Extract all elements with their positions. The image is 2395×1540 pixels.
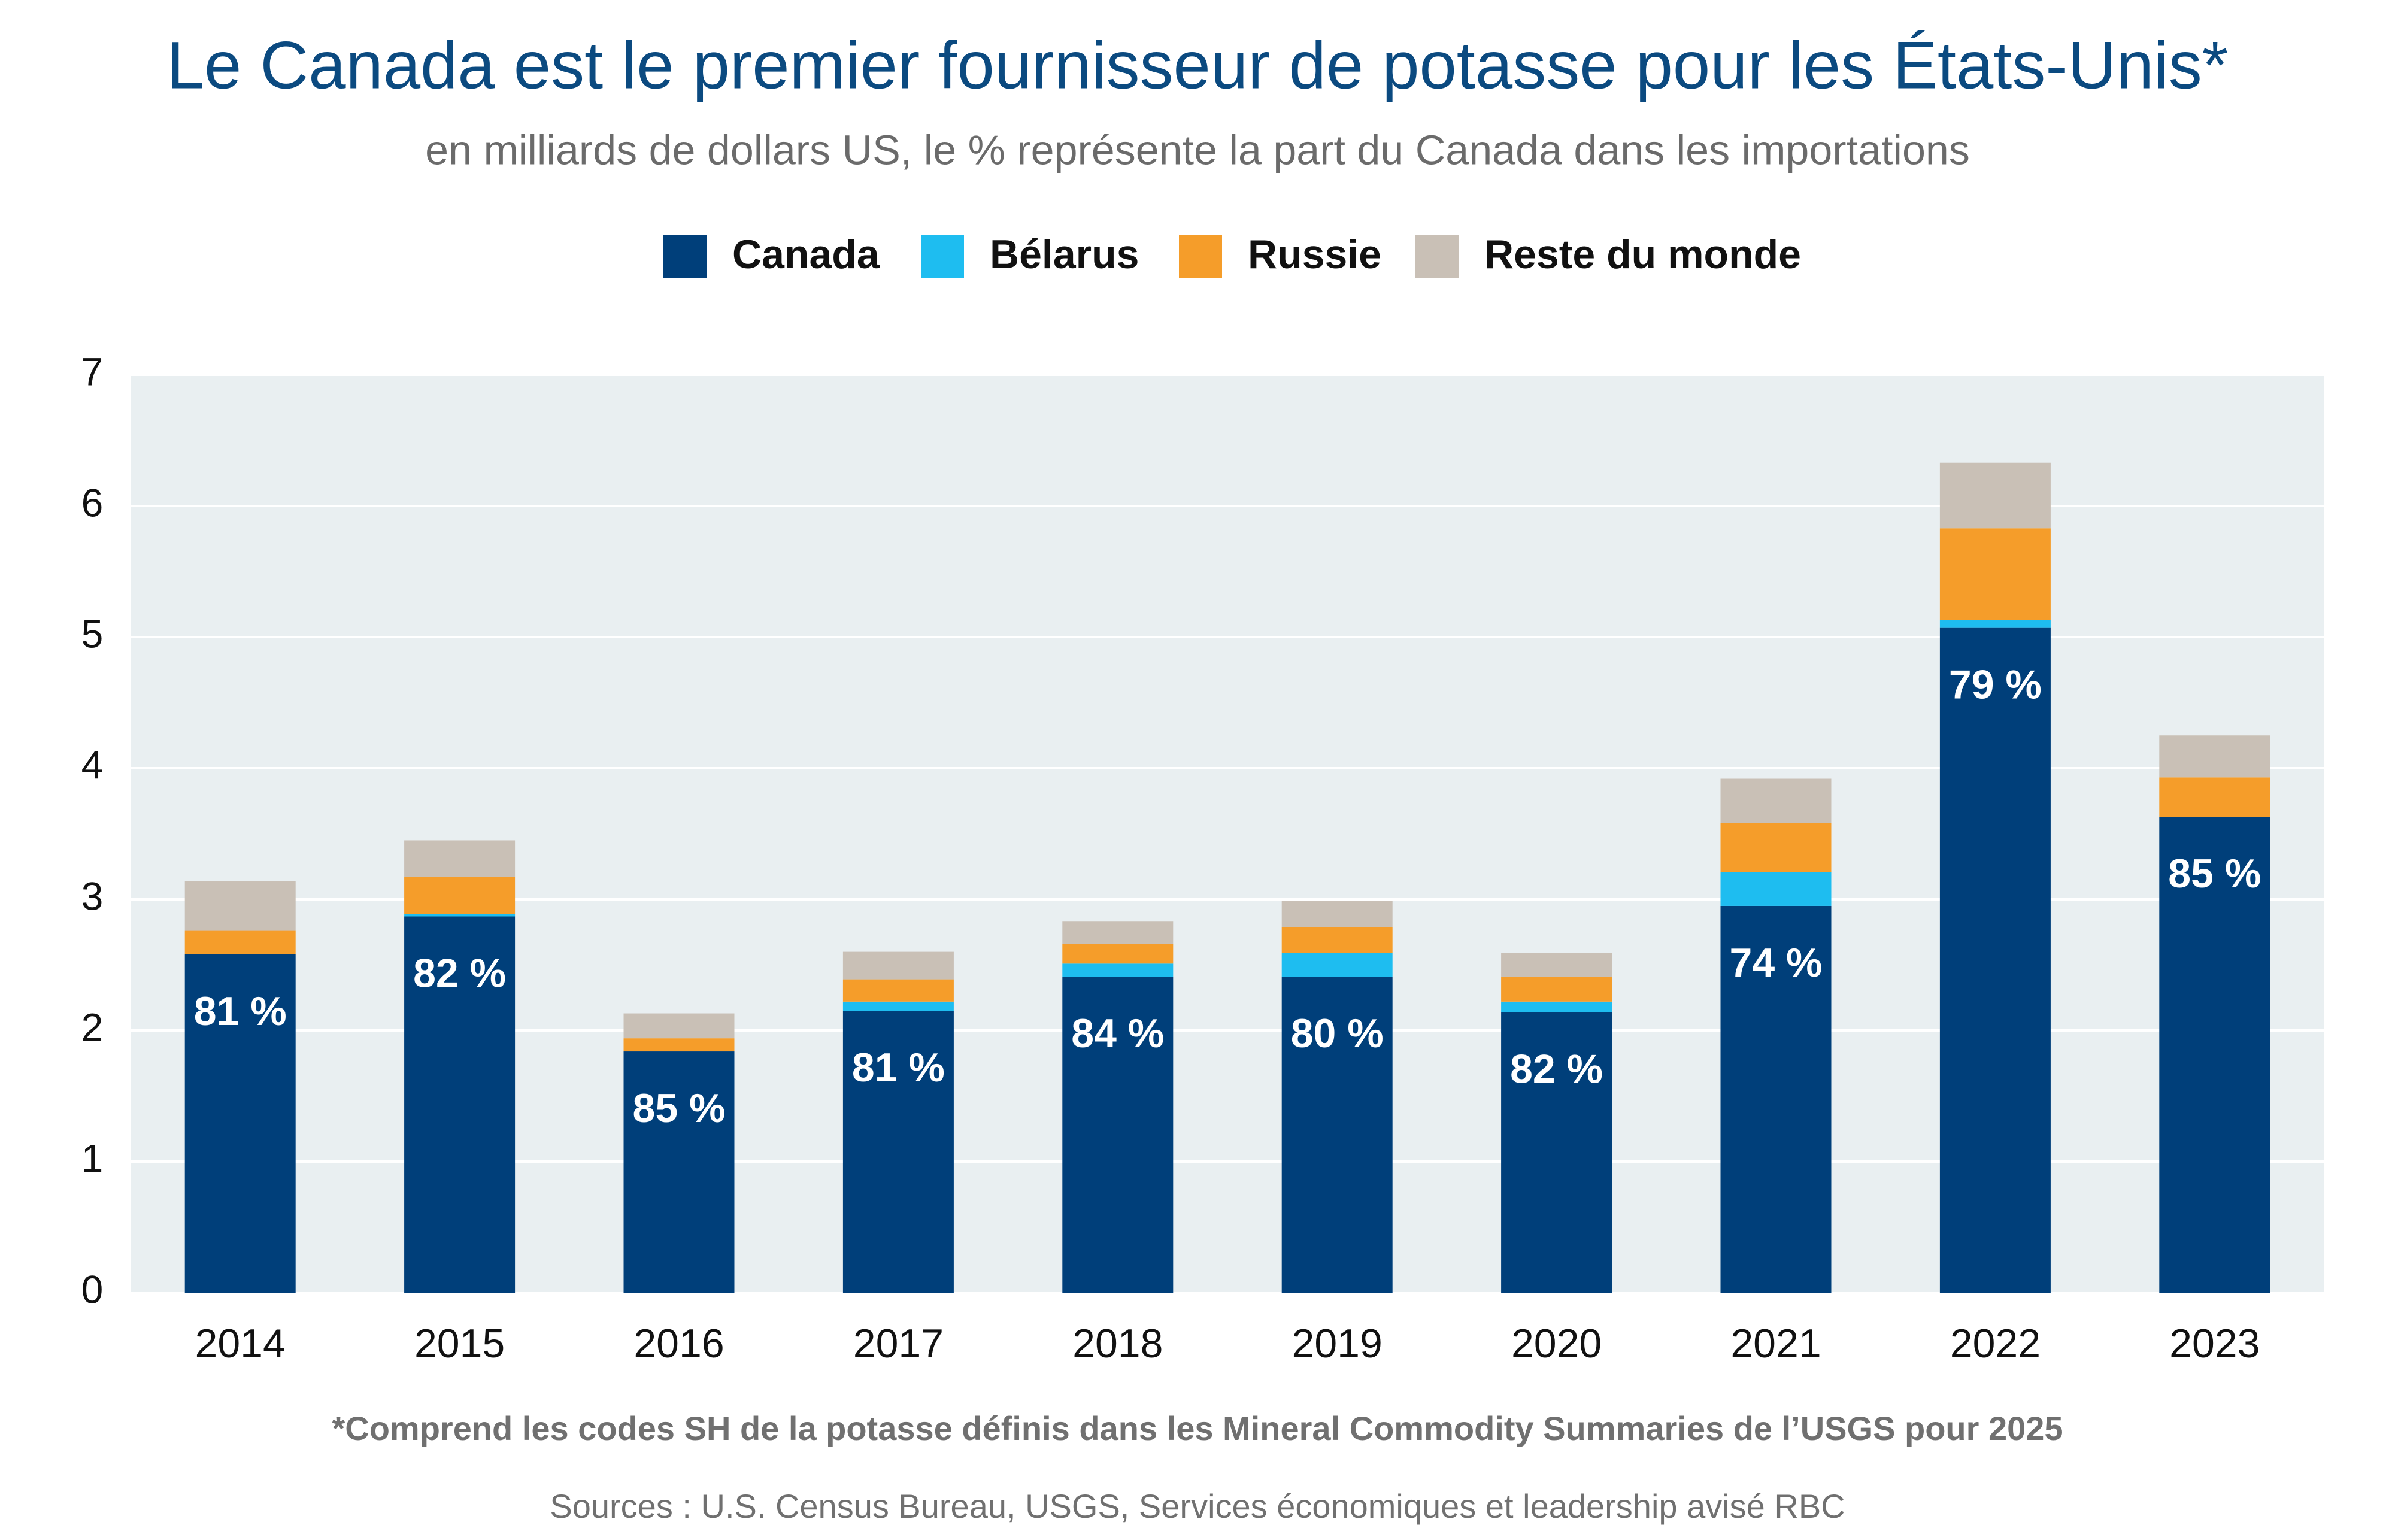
y-tick-label: 4 (81, 742, 104, 787)
bar-segment (404, 877, 516, 914)
bar-segment (1501, 977, 1612, 1002)
x-tick-label: 2019 (1292, 1321, 1383, 1366)
legend-label: Bélarus (990, 232, 1139, 277)
bar-segment (1062, 944, 1174, 964)
share-label: 82 % (1510, 1046, 1603, 1092)
share-label: 85 % (2168, 851, 2261, 896)
bar-segment (1281, 926, 1393, 953)
bar-segment (1062, 977, 1174, 1293)
bar-segment (1939, 620, 2051, 628)
legend-label: Russie (1248, 232, 1381, 277)
x-tick-label: 2014 (195, 1321, 286, 1366)
share-label: 85 % (633, 1086, 726, 1131)
bar-segment (1939, 627, 2051, 1293)
bar-segment (404, 914, 516, 917)
share-label: 82 % (413, 950, 506, 996)
bar-segment (1720, 778, 1832, 823)
share-label: 79 % (1949, 662, 2042, 708)
legend-label: Canada (732, 232, 880, 277)
bar-segment (1062, 963, 1174, 977)
y-tick-label: 2 (81, 1005, 104, 1049)
bar-segment (184, 954, 296, 1293)
bar-segment (1062, 921, 1174, 944)
chart-title: Le Canada est le premier fournisseur de … (167, 28, 2229, 103)
y-tick-label: 5 (81, 611, 104, 656)
source: Sources : U.S. Census Bureau, USGS, Serv… (550, 1487, 1845, 1525)
bar-segment (1720, 905, 1832, 1293)
x-tick-label: 2015 (414, 1321, 505, 1366)
share-label: 80 % (1291, 1011, 1384, 1056)
bar-segment (1720, 823, 1832, 872)
bar-segment (1281, 953, 1393, 977)
bar-segment (1939, 462, 2051, 529)
legend-swatch (1415, 235, 1459, 278)
x-tick-label: 2021 (1730, 1321, 1821, 1366)
bar-segment (404, 840, 516, 877)
bar-segment (1281, 977, 1393, 1293)
share-label: 74 % (1730, 940, 1823, 986)
bar-segment (623, 1013, 735, 1039)
bar-segment (842, 1011, 954, 1293)
x-tick-label: 2023 (2169, 1321, 2260, 1366)
x-tick-label: 2017 (853, 1321, 944, 1366)
x-tick-label: 2018 (1072, 1321, 1163, 1366)
bar-segment (1501, 1001, 1612, 1012)
footnote: *Comprend les codes SH de la potasse déf… (332, 1409, 2063, 1447)
bar-segment (1939, 528, 2051, 620)
bar-segment (1281, 901, 1393, 927)
bar-segment (623, 1051, 735, 1293)
bar-segment (842, 1001, 954, 1011)
bar-segment (842, 979, 954, 1002)
y-tick-label: 6 (81, 480, 104, 525)
bar-segment (2159, 735, 2270, 778)
bar-segment (184, 930, 296, 954)
x-tick-label: 2020 (1511, 1321, 1602, 1366)
bar-segment (1501, 1012, 1612, 1293)
legend-label: Reste du monde (1484, 232, 1801, 277)
bar-segment (1720, 872, 1832, 906)
share-label: 84 % (1071, 1011, 1164, 1056)
y-tick-label: 0 (81, 1267, 104, 1311)
bar-segment (1501, 953, 1612, 977)
share-label: 81 % (194, 989, 287, 1034)
bar-segment (2159, 817, 2270, 1293)
legend-swatch (663, 235, 707, 278)
bar-segment (184, 881, 296, 931)
y-tick-label: 3 (81, 874, 104, 918)
y-tick-label: 1 (81, 1136, 104, 1180)
share-label: 81 % (852, 1045, 945, 1090)
bar-segment (842, 951, 954, 980)
legend-swatch (921, 235, 964, 278)
x-tick-label: 2016 (633, 1321, 724, 1366)
y-tick-label: 7 (81, 349, 104, 393)
x-tick-label: 2022 (1950, 1321, 2041, 1366)
bar-segment (2159, 777, 2270, 817)
chart-subtitle: en milliards de dollars US, le % représe… (425, 126, 1970, 173)
bar-segment (623, 1038, 735, 1052)
bar-segment (404, 916, 516, 1293)
legend-swatch (1179, 235, 1222, 278)
